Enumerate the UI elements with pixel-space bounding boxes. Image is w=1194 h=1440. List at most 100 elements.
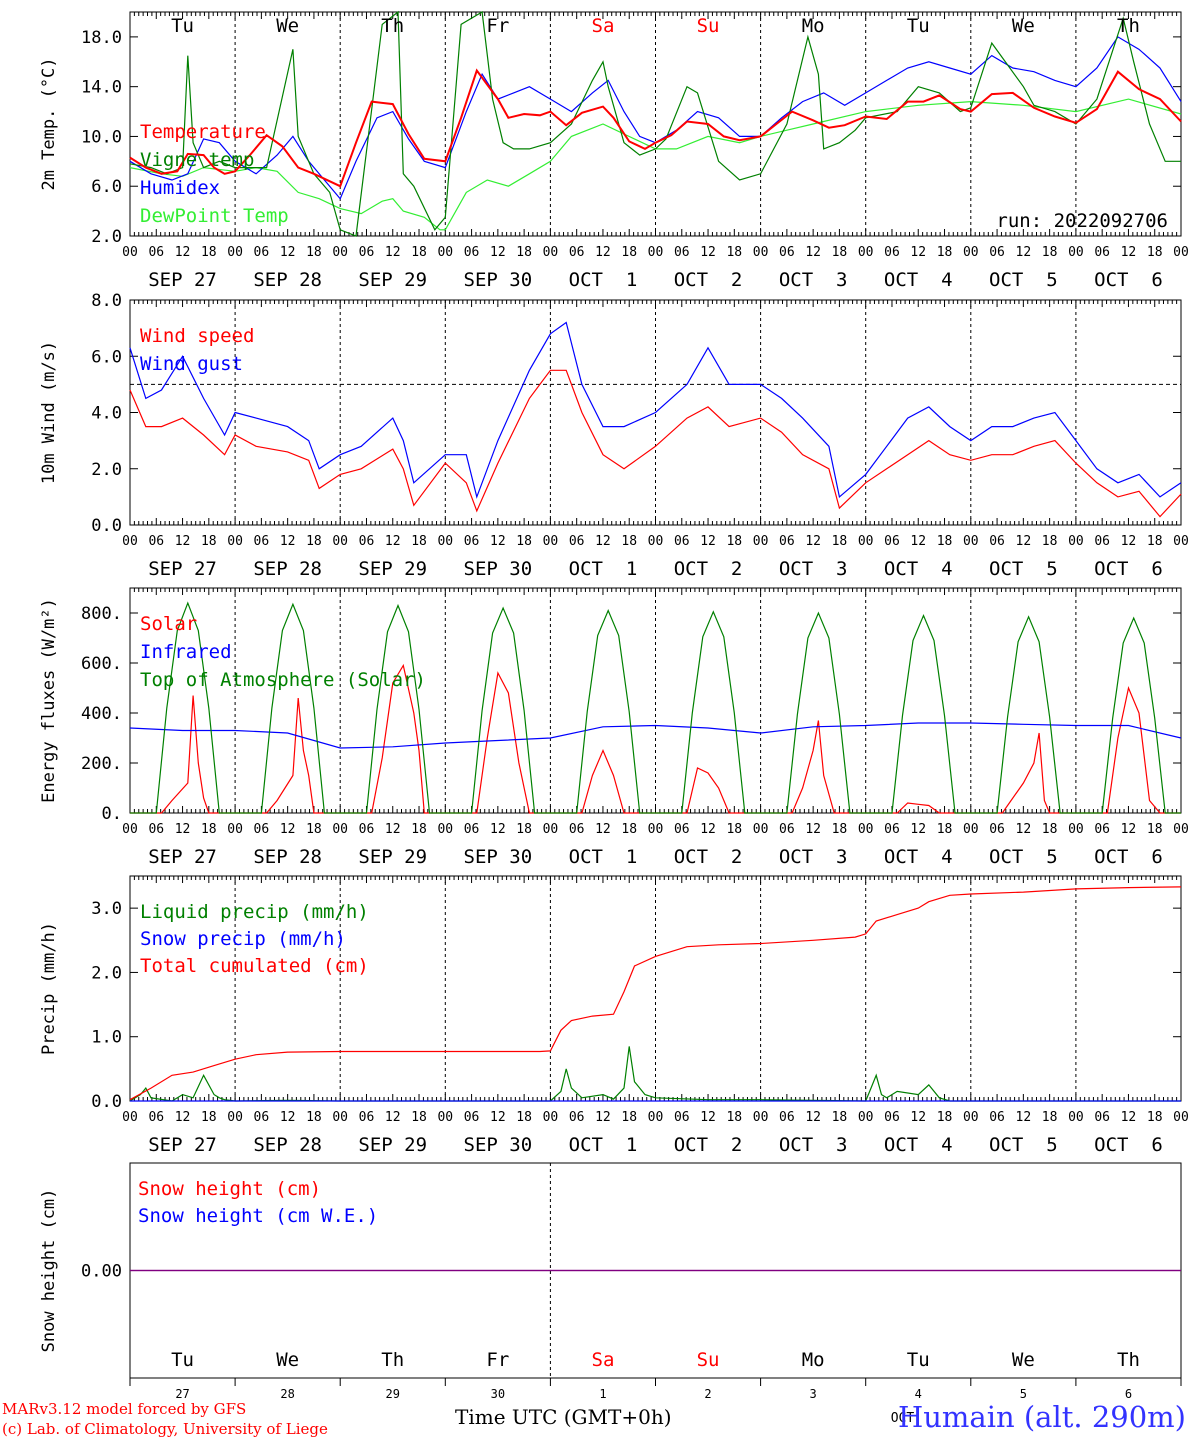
date-label: SEP 30 (464, 558, 533, 580)
hour-label: 06 (884, 822, 900, 837)
series-line (129, 68, 1182, 188)
hour-label: 06 (1094, 534, 1110, 549)
date-label: SEP 28 (253, 269, 322, 291)
hour-label: 12 (280, 245, 296, 260)
date-label: SEP 27 (148, 558, 217, 580)
date-label: SEP 27 (148, 269, 217, 291)
hour-label: 12 (1121, 245, 1137, 260)
legend-entry: Vigne temp (140, 149, 254, 171)
hour-label: 18 (1147, 534, 1163, 549)
lab-credit: (c) Lab. of Climatology, University of L… (2, 1420, 328, 1438)
hour-label: 00 (858, 245, 874, 260)
hour-label: 06 (674, 245, 690, 260)
y-tick-label: 6.0 (91, 177, 122, 197)
hour-label: 12 (385, 534, 401, 549)
hour-label: 12 (175, 245, 191, 260)
hour-label: 18 (832, 1110, 848, 1125)
hour-label: 12 (1121, 822, 1137, 837)
bottom-day-label: Fr (486, 1349, 509, 1371)
bottom-day-number: 27 (175, 1387, 189, 1401)
hour-label: 18 (411, 822, 427, 837)
hour-label: 12 (805, 245, 821, 260)
hour-label: 06 (254, 245, 270, 260)
date-label: OCT 4 (884, 558, 953, 580)
legend-entry: Wind speed (140, 325, 254, 347)
legend-entry: Total cumulated (cm) (140, 955, 369, 977)
hour-label: 12 (910, 1110, 926, 1125)
hour-label: 12 (1121, 534, 1137, 549)
hour-label: 06 (464, 245, 480, 260)
panel-frame (129, 587, 1182, 814)
hour-label: 00 (543, 822, 559, 837)
hour-label: 00 (1173, 822, 1189, 837)
hour-label: 00 (122, 1110, 138, 1125)
date-label: SEP 29 (358, 846, 427, 868)
hour-label: 12 (700, 822, 716, 837)
y-tick-label: 2.0 (91, 460, 122, 480)
date-label: OCT 4 (884, 269, 953, 291)
day-label: Su (697, 15, 720, 37)
date-label: OCT 1 (569, 269, 638, 291)
y-tick-label: 200. (81, 754, 122, 774)
y-tick-label: 3.0 (91, 899, 122, 919)
hour-label: 06 (884, 1110, 900, 1125)
hour-label: 00 (648, 245, 664, 260)
hour-label: 12 (1016, 534, 1032, 549)
hour-label: 06 (569, 534, 585, 549)
hour-label: 12 (280, 1110, 296, 1125)
hour-label: 18 (516, 822, 532, 837)
hour-label: 12 (385, 822, 401, 837)
hour-label: 06 (254, 822, 270, 837)
hour-label: 12 (595, 822, 611, 837)
legend-entry: DewPoint Temp (140, 205, 289, 227)
date-label: OCT 6 (1094, 846, 1163, 868)
date-label: OCT 5 (989, 558, 1058, 580)
panel-frame (129, 11, 1182, 237)
bottom-day-label: Mo (802, 1349, 825, 1371)
date-label: OCT 5 (989, 846, 1058, 868)
date-label: OCT 3 (779, 269, 848, 291)
hour-label: 12 (490, 822, 506, 837)
hour-label: 12 (910, 822, 926, 837)
bottom-day-label: Th (381, 1349, 404, 1371)
hour-label: 12 (1016, 822, 1032, 837)
hour-label: 00 (858, 534, 874, 549)
date-label: SEP 30 (464, 269, 533, 291)
y-tick-label: 600. (81, 654, 122, 674)
hour-label: 12 (175, 822, 191, 837)
legend-entry: Humidex (140, 177, 220, 199)
hour-label: 00 (753, 245, 769, 260)
bottom-day-number: 1 (599, 1387, 606, 1401)
date-label: OCT 3 (779, 846, 848, 868)
hour-label: 06 (1094, 1110, 1110, 1125)
hour-label: 12 (910, 534, 926, 549)
hour-label: 06 (989, 1110, 1005, 1125)
hour-label: 12 (1121, 1110, 1137, 1125)
hour-label: 06 (989, 245, 1005, 260)
bottom-day-label: Su (697, 1349, 720, 1371)
hour-label: 18 (726, 822, 742, 837)
hour-label: 12 (280, 822, 296, 837)
date-label: OCT 5 (989, 1134, 1058, 1156)
hour-label: 12 (280, 534, 296, 549)
hour-label: 00 (332, 1110, 348, 1125)
bottom-day-label: We (1012, 1349, 1035, 1371)
hour-label: 12 (385, 1110, 401, 1125)
hour-label: 18 (306, 1110, 322, 1125)
hour-label: 06 (1094, 245, 1110, 260)
date-label: SEP 29 (358, 1134, 427, 1156)
hour-label: 00 (437, 534, 453, 549)
date-label: OCT 2 (674, 846, 743, 868)
hour-label: 00 (227, 822, 243, 837)
series-line (129, 10, 1181, 237)
hour-label: 00 (543, 245, 559, 260)
y-tick-label: 0.0 (91, 1092, 122, 1112)
hour-label: 06 (674, 534, 690, 549)
hour-label: 00 (648, 1110, 664, 1125)
hour-label: 00 (963, 245, 979, 260)
day-label: Tu (171, 15, 194, 37)
legend-entry: Liquid precip (mm/h) (140, 901, 369, 923)
bottom-day-number: 4 (915, 1387, 922, 1401)
hour-label: 18 (201, 245, 217, 260)
hour-label: 12 (595, 1110, 611, 1125)
